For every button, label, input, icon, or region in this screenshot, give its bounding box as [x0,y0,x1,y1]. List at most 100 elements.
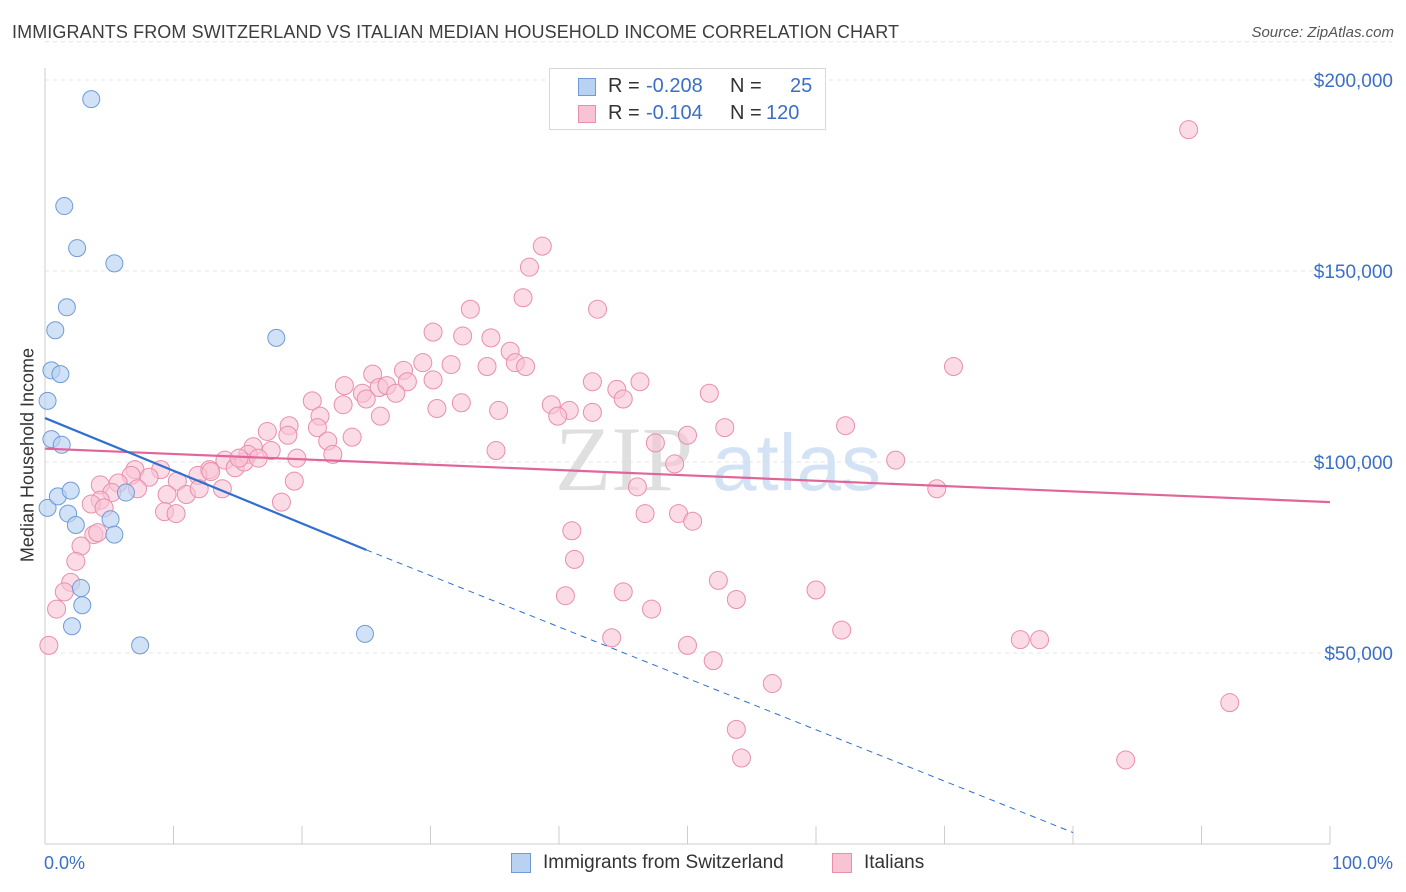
italian-point [886,450,906,470]
legend-swatch-italians [578,105,596,123]
y-tick-label: $50,000 [1324,644,1393,665]
x-tick-label-max: 100.0% [1332,853,1393,873]
x-tick-label-min: 0.0% [44,853,85,873]
italian-point [54,582,74,602]
italian-point [832,620,852,640]
italian-point [157,484,177,504]
italian-point [257,421,277,441]
italian-point [39,635,59,655]
bottom-legend-swatch-swiss [511,853,531,873]
italian-point [708,570,728,590]
tick-labels: $50,000 $100,000 $150,000 $200,000 0.0% 100.0… [44,71,1393,873]
legend-row-italians: R = -0.104 N = 120 [550,101,825,128]
italian-point [548,406,568,426]
italian-point [451,393,471,413]
italian-point [1179,120,1199,140]
italian-point [806,580,826,600]
italian-point [703,651,723,671]
italian-point [564,549,584,569]
italian-point [323,444,343,464]
italian-point [627,477,647,497]
italian-point [678,425,697,445]
y-tick-label: $150,000 [1314,262,1393,283]
swiss-point [61,481,80,500]
italian-point [836,416,856,436]
italian-point [278,425,298,445]
watermark-atlas: atlas [712,418,881,507]
italian-point [427,399,447,419]
italian-point [356,389,376,409]
italian-point [588,299,608,319]
swiss-point [68,239,87,258]
italian-point [642,599,662,619]
axes [44,68,1331,845]
italian-point [453,326,473,346]
y-tick-label: $100,000 [1314,453,1393,474]
italian-point [333,395,353,415]
swiss-point [131,636,150,655]
legend-r-value: -0.104 [646,102,703,124]
italian-point [1116,750,1136,770]
bottom-legend-swatch-italians [832,853,852,873]
italian-point [532,236,552,256]
italian-point [726,719,746,739]
italian-point [715,418,735,438]
italian-point [477,357,497,376]
italian-point [762,674,782,694]
source-label: Source: ZipAtlas.com [1251,24,1394,41]
italian-point [370,406,390,426]
italian-point [731,748,751,768]
italian-point [678,635,697,655]
italian-point [413,353,433,373]
bottom-legend-label-swiss: Immigrants from Switzerland [543,852,784,873]
bottom-legend-label-italians: Italians [864,852,925,873]
italian-point [307,418,327,438]
swiss-point [46,321,65,340]
italian-point [602,628,622,648]
italian-point [489,400,509,420]
legend-row-swiss: R = -0.208 N = 25 [550,74,825,101]
italian-point [302,391,322,411]
swiss-point [267,328,286,347]
swiss-point [51,365,70,384]
italian-point [423,322,443,342]
italian-point [441,355,461,375]
italian-point [555,586,575,606]
legend-box: R = -0.208 N = 25 R = -0.104 N = 120 [549,68,826,130]
legend-r-label: R = [608,75,640,97]
italian-point [1220,693,1240,713]
swiss-point [82,90,101,109]
italian-point [582,402,602,422]
swiss-point [62,617,81,636]
italian-point [613,582,633,602]
swiss-trend-extension [366,549,1074,834]
swiss-point [116,483,135,502]
swiss-trend-line [44,417,367,551]
italian-point [284,471,304,491]
swiss-point [101,510,120,529]
swiss-point [38,391,57,410]
series-swiss [38,90,374,655]
italian-point [699,383,719,403]
legend-r-value: -0.208 [646,75,703,97]
italian-point [47,599,67,619]
swiss-point [105,254,124,273]
swiss-point [71,579,90,598]
italian-point [486,441,506,461]
italian-point [645,433,665,453]
swiss-point [66,516,85,535]
swiss-point [73,596,92,615]
legend-n-value: 25 [790,75,813,97]
italian-point [386,383,406,403]
trend-lines [44,417,1331,834]
italian-point [635,504,655,524]
legend-n-label: N = [730,75,762,97]
italian-point [630,372,650,392]
italian-point [683,511,703,531]
y-tick-label: $200,000 [1314,71,1393,92]
italian-point [726,590,746,610]
swiss-point [55,197,74,216]
italian-point [166,504,186,524]
series-italians [39,120,1240,770]
